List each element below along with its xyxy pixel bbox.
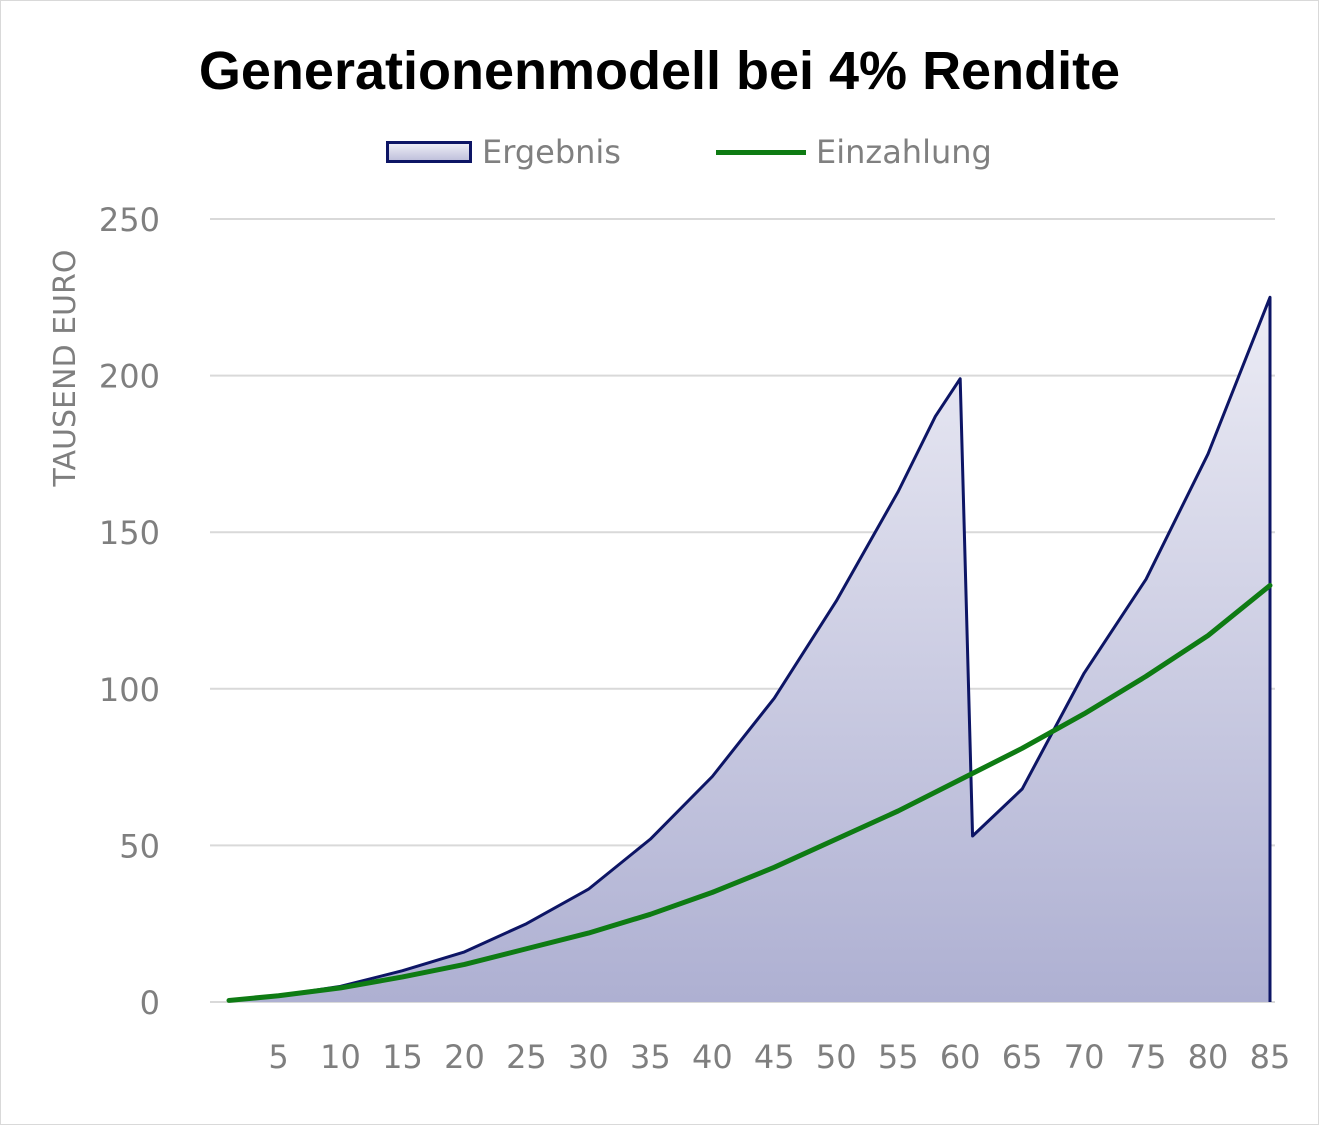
series-area-layer (228, 295, 1272, 1002)
y-axis: 0 50 100 150 200 250 (99, 201, 160, 1022)
series-line-layer (226, 582, 1273, 1003)
x-tick-label-65: 65 (1002, 1038, 1043, 1076)
y-tick-label-150: 150 (99, 514, 160, 552)
x-tick-label-20: 20 (444, 1038, 485, 1076)
y-tick-label-100: 100 (99, 671, 160, 709)
x-tick-label-55: 55 (878, 1038, 919, 1076)
legend-item-einzahlung: Einzahlung (716, 130, 992, 174)
series-ergebnis-outline (228, 295, 1272, 1002)
chart-title: Generationenmodell bei 4% Rendite (198, 41, 1121, 101)
x-tick-label-25: 25 (506, 1038, 547, 1076)
x-tick-label-50: 50 (816, 1038, 857, 1076)
legend-label-ergebnis: Ergebnis (482, 133, 621, 171)
y-tick-label-0: 0 (140, 984, 160, 1022)
x-tick-label-80: 80 (1188, 1038, 1229, 1076)
x-tick-label-85: 85 (1250, 1038, 1291, 1076)
legend-swatch-einzahlung (716, 149, 806, 155)
x-tick-label-75: 75 (1126, 1038, 1167, 1076)
y-tick-label-250: 250 (99, 201, 160, 239)
x-tick-label-10: 10 (320, 1038, 361, 1076)
x-tick-label-60: 60 (940, 1038, 981, 1076)
y-tick-label-200: 200 (99, 358, 160, 396)
x-tick-label-30: 30 (568, 1038, 609, 1076)
legend-item-ergebnis: Ergebnis (386, 130, 621, 174)
x-tick-label-45: 45 (754, 1038, 795, 1076)
x-tick-label-70: 70 (1064, 1038, 1105, 1076)
legend-swatch-ergebnis (386, 141, 472, 163)
x-tick-label-35: 35 (630, 1038, 671, 1076)
x-axis: 5 10 15 20 25 30 35 40 45 50 55 60 65 70 75 80 85 (268, 1038, 1290, 1076)
legend-label-einzahlung: Einzahlung (816, 133, 992, 171)
series-einzahlung-line (226, 582, 1273, 1003)
series-ergebnis-area (229, 297, 1270, 1002)
x-tick-label-40: 40 (692, 1038, 733, 1076)
y-axis-label: TAUSEND EURO (48, 250, 83, 488)
y-tick-label-50: 50 (119, 827, 160, 865)
x-tick-label-15: 15 (382, 1038, 423, 1076)
chart-legend: Ergebnis Einzahlung (0, 130, 1319, 174)
x-tick-label-5: 5 (268, 1038, 288, 1076)
